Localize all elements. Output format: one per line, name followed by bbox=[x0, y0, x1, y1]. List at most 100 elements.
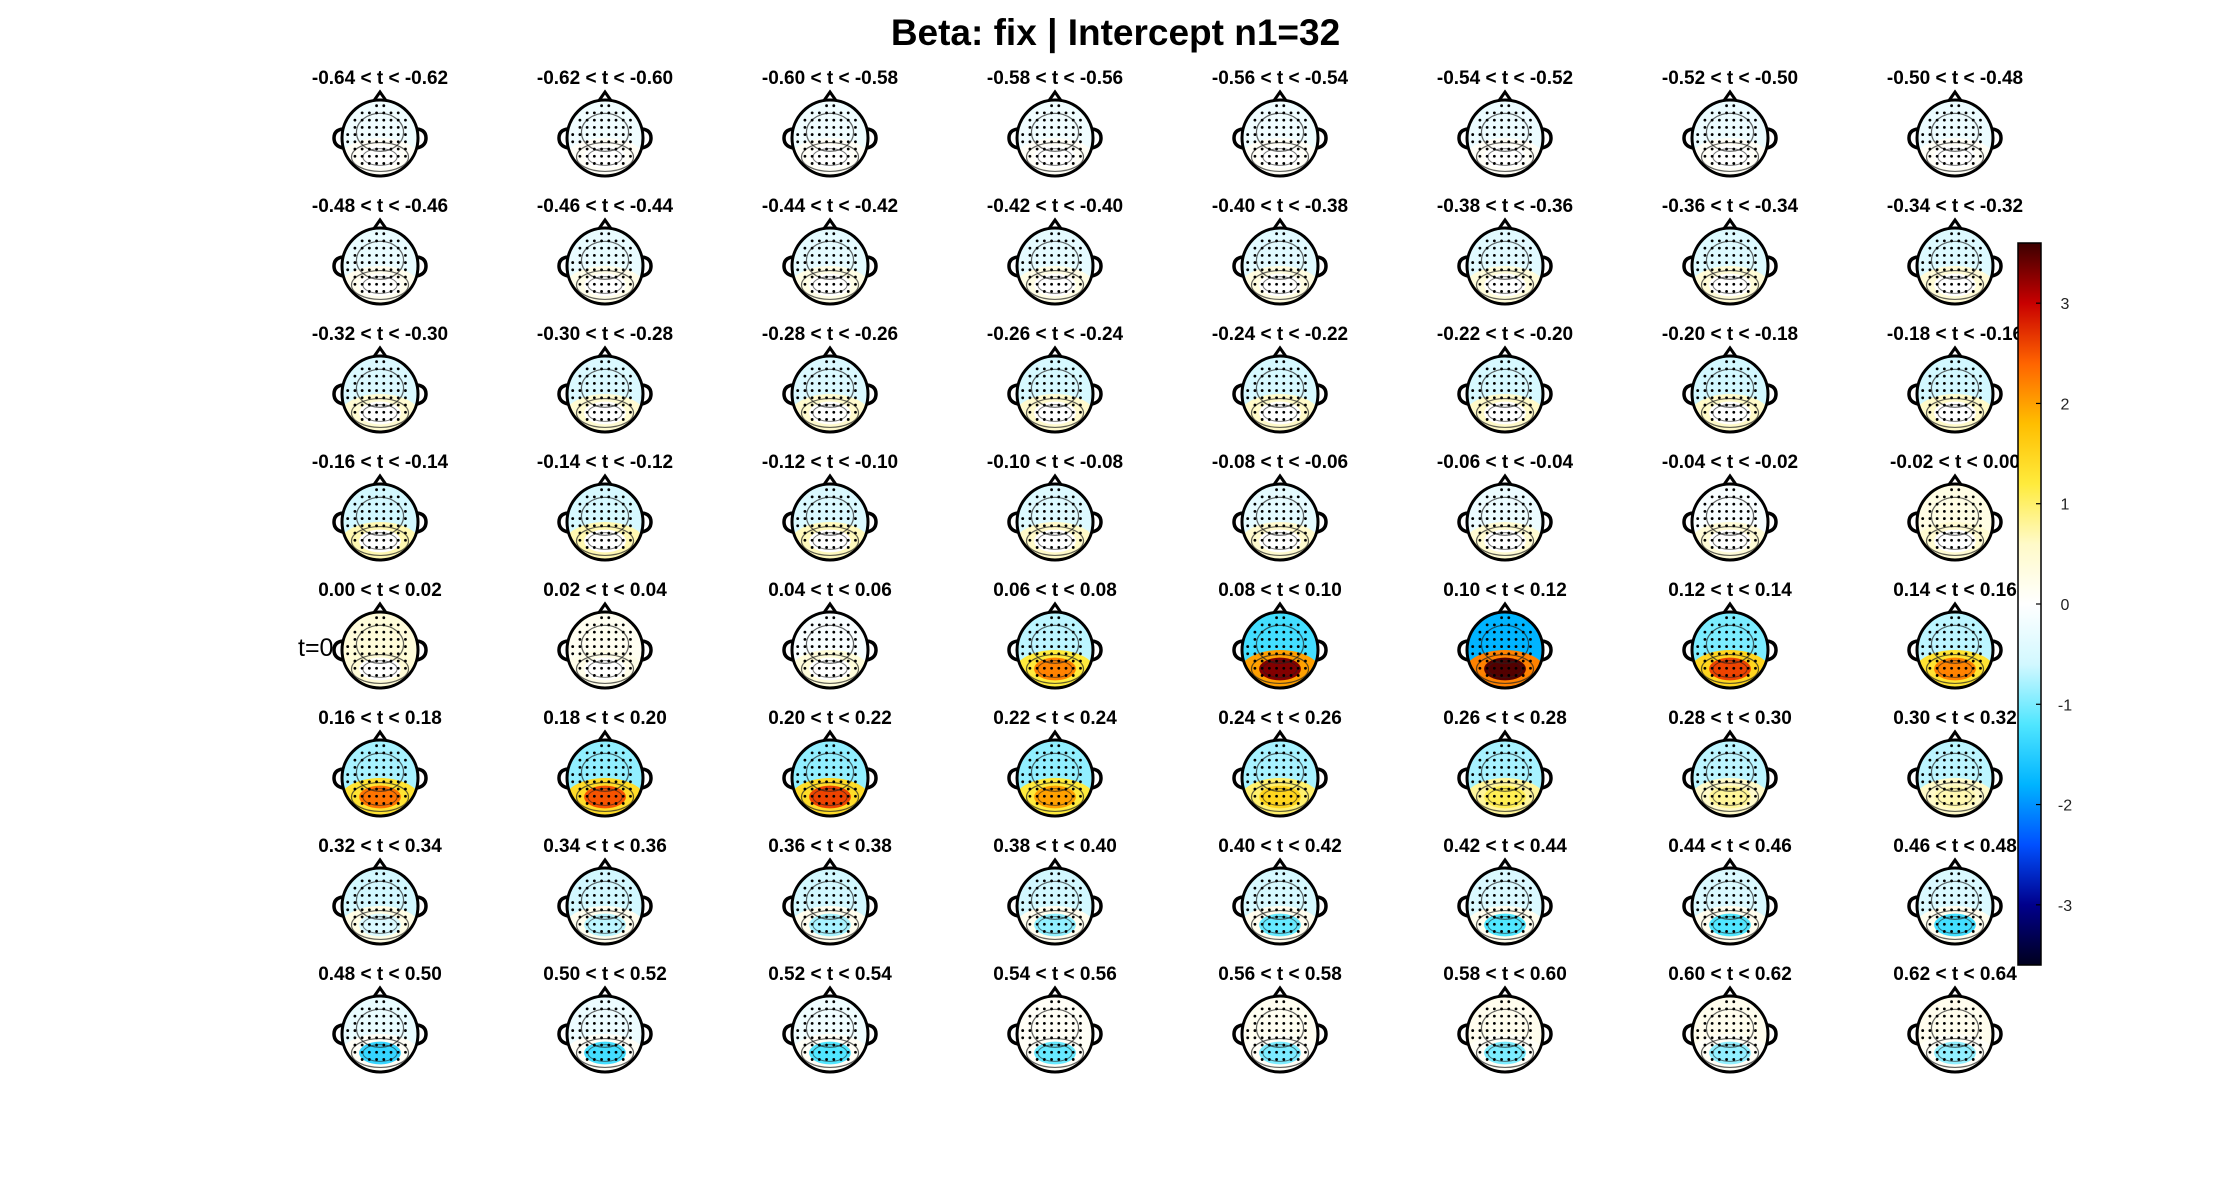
electrode-dot bbox=[1282, 275, 1286, 279]
electrode-dot bbox=[585, 268, 589, 272]
electrode-dot bbox=[1282, 290, 1286, 293]
left-ear bbox=[1682, 383, 1694, 406]
panel-time-label: -0.30 < t < -0.28 bbox=[537, 324, 673, 345]
electrode-dot bbox=[1267, 546, 1271, 549]
electrode-dot bbox=[571, 780, 575, 784]
contour-line bbox=[1480, 240, 1530, 280]
electrode-dot bbox=[1732, 623, 1736, 627]
electrode-dot bbox=[1725, 751, 1728, 755]
electrode-dot bbox=[592, 538, 596, 542]
electrode-dot bbox=[1253, 125, 1257, 129]
electrode-dot bbox=[1935, 282, 1939, 286]
electrode-dot bbox=[1957, 630, 1961, 634]
electrode-dot bbox=[1275, 659, 1278, 663]
electrode-dot bbox=[1739, 915, 1743, 919]
electrode-dot bbox=[1478, 645, 1482, 648]
electrode-dot bbox=[1717, 879, 1721, 883]
electrode-dot bbox=[1514, 630, 1518, 634]
electrode-dot bbox=[1746, 502, 1750, 506]
electrode-dot bbox=[367, 1007, 371, 1011]
electrode-dot bbox=[1260, 1058, 1264, 1061]
electrode-dot bbox=[1253, 893, 1257, 897]
electrode-dot bbox=[803, 659, 807, 663]
electrode-dot bbox=[1928, 1036, 1932, 1040]
electrode-dot bbox=[607, 118, 611, 122]
electrode-dot bbox=[1492, 389, 1496, 392]
electrode-dot bbox=[1514, 495, 1518, 499]
electrode-dot bbox=[1253, 389, 1257, 392]
electrode-dot bbox=[1725, 162, 1728, 165]
head-outline bbox=[1465, 482, 1545, 562]
electrode-dot bbox=[825, 787, 828, 791]
electrode-dot bbox=[1732, 162, 1736, 165]
electrode-dot bbox=[360, 495, 364, 499]
electrode-dot bbox=[1260, 509, 1264, 513]
electrode-dot bbox=[839, 125, 843, 129]
electrode-dot bbox=[375, 154, 378, 158]
electrode-dot bbox=[375, 531, 378, 535]
electrode-dot bbox=[1253, 147, 1257, 151]
electrode-dot bbox=[607, 154, 611, 158]
electrode-dot bbox=[1942, 418, 1946, 421]
electrode-dot bbox=[389, 666, 393, 670]
electrode-dot bbox=[1035, 133, 1039, 136]
electrode-dot bbox=[389, 1050, 393, 1054]
electrode-dot bbox=[1064, 780, 1068, 784]
electrode-dot bbox=[1521, 418, 1525, 421]
electrode-dot bbox=[614, 396, 618, 400]
electrode-dot bbox=[1514, 1014, 1518, 1018]
electrode-dot bbox=[1064, 623, 1068, 627]
electrode-dot bbox=[1289, 780, 1293, 784]
electrode-dot bbox=[1267, 290, 1271, 293]
electrode-dot bbox=[1275, 645, 1278, 648]
electrode-dot bbox=[1071, 239, 1075, 243]
electrode-dot bbox=[1500, 410, 1503, 414]
electrode-dot bbox=[1282, 524, 1286, 528]
electrode-dot bbox=[1957, 787, 1961, 791]
electrode-dot bbox=[1500, 239, 1503, 243]
electrode-dot bbox=[592, 1043, 596, 1047]
electrode-dot bbox=[600, 787, 603, 791]
electrode-dot bbox=[1935, 674, 1939, 677]
nose bbox=[596, 217, 614, 231]
electrode-dot bbox=[1950, 111, 1953, 115]
electrode-dot bbox=[1296, 154, 1300, 158]
electrode-dot bbox=[1275, 630, 1278, 634]
electrode-dot bbox=[1035, 268, 1039, 272]
electrode-dot bbox=[1964, 1007, 1968, 1011]
electrode-dot bbox=[1950, 495, 1953, 499]
topoplot-panel: 0.22 < t < 0.24 bbox=[993, 708, 1117, 818]
electrode-dot bbox=[629, 374, 632, 378]
electrode-dot bbox=[600, 239, 603, 243]
electrode-dot bbox=[854, 645, 857, 648]
electrode-dot bbox=[846, 1007, 850, 1011]
electrode-dot bbox=[846, 268, 850, 272]
electrode-dot bbox=[1957, 367, 1961, 371]
contour-line bbox=[1250, 1037, 1310, 1069]
electrode-dot bbox=[1746, 751, 1750, 755]
electrode-dot bbox=[1492, 509, 1496, 513]
electrode-dot bbox=[1979, 1036, 1982, 1040]
electrode-dot bbox=[1703, 374, 1707, 378]
electrode-dot bbox=[1957, 502, 1961, 506]
electrode-dot bbox=[1746, 659, 1750, 663]
electrode-dot bbox=[1717, 367, 1721, 371]
electrode-dot bbox=[1732, 893, 1736, 897]
electrode-dot bbox=[1282, 232, 1286, 236]
right-ear bbox=[641, 383, 653, 406]
electrode-dot bbox=[629, 253, 632, 257]
panel-time-label: -0.34 < t < -0.32 bbox=[1887, 196, 2023, 217]
electrode-dot bbox=[389, 418, 393, 421]
electrode-dot bbox=[1725, 1043, 1728, 1047]
electrode-dot bbox=[1717, 531, 1721, 535]
electrode-dot bbox=[1529, 908, 1532, 912]
electrode-dot bbox=[846, 1050, 850, 1054]
electrode-dot bbox=[1725, 261, 1728, 264]
electrode-dot bbox=[810, 1029, 814, 1032]
electrode-dot bbox=[1529, 652, 1532, 656]
right-ear bbox=[416, 1023, 428, 1046]
electrode-dot bbox=[1275, 381, 1278, 385]
electrode-dot bbox=[1696, 524, 1700, 528]
electrode-dot bbox=[404, 901, 407, 904]
electrode-dot bbox=[1732, 140, 1736, 144]
